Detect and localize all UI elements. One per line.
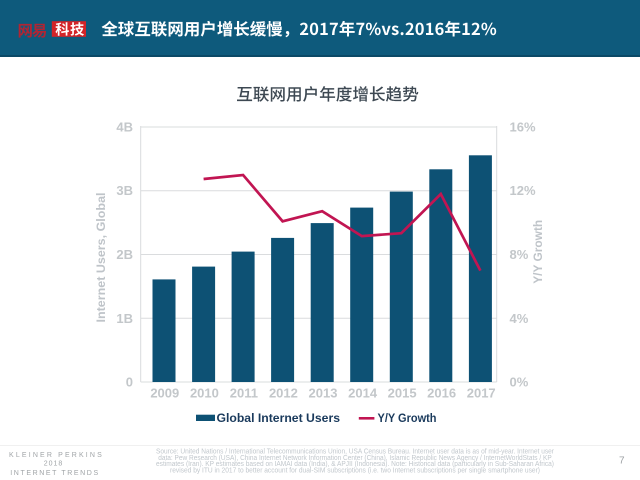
svg-text:Global Internet Users: Global Internet Users — [217, 411, 341, 425]
svg-text:7: 7 — [619, 456, 625, 467]
svg-text:3B: 3B — [116, 183, 133, 198]
svg-text:4B: 4B — [116, 120, 133, 135]
svg-text:Internet Users, Global: Internet Users, Global — [94, 193, 108, 323]
svg-text:estimates (Iran). KP estimates: estimates (Iran). KP estimates based on … — [156, 461, 554, 468]
svg-text:Y/Y Growth: Y/Y Growth — [531, 220, 545, 284]
svg-text:8%: 8% — [510, 247, 529, 262]
svg-text:2012: 2012 — [269, 386, 298, 401]
svg-text:2013: 2013 — [309, 386, 338, 401]
svg-text:INTERNET TRENDS: INTERNET TRENDS — [10, 470, 99, 477]
svg-text:2016: 2016 — [427, 386, 456, 401]
svg-text:2017: 2017 — [467, 386, 496, 401]
svg-text:data: Pew Research (USA), Chin: data: Pew Research (USA), China Internet… — [158, 455, 552, 462]
svg-text:2010: 2010 — [190, 386, 219, 401]
svg-text:0%: 0% — [510, 375, 529, 390]
svg-text:KLEINER PERKINS: KLEINER PERKINS — [9, 452, 104, 459]
svg-text:0: 0 — [126, 375, 133, 390]
svg-text:2015: 2015 — [388, 386, 417, 401]
svg-text:16%: 16% — [510, 120, 536, 135]
svg-text:Y/Y Growth: Y/Y Growth — [378, 411, 437, 425]
svg-text:2009: 2009 — [150, 386, 179, 401]
svg-text:12%: 12% — [510, 183, 536, 198]
svg-text:1B: 1B — [116, 311, 133, 326]
svg-text:2014: 2014 — [348, 386, 378, 401]
svg-text:revised by ITU in 2017 to bett: revised by ITU in 2017 to better account… — [170, 467, 540, 474]
svg-text:2011: 2011 — [230, 386, 258, 401]
svg-text:Source: United Nations / Inter: Source: United Nations / International T… — [156, 449, 555, 456]
svg-text:2018: 2018 — [44, 461, 64, 468]
svg-text:4%: 4% — [510, 311, 529, 326]
svg-text:2B: 2B — [116, 247, 133, 262]
